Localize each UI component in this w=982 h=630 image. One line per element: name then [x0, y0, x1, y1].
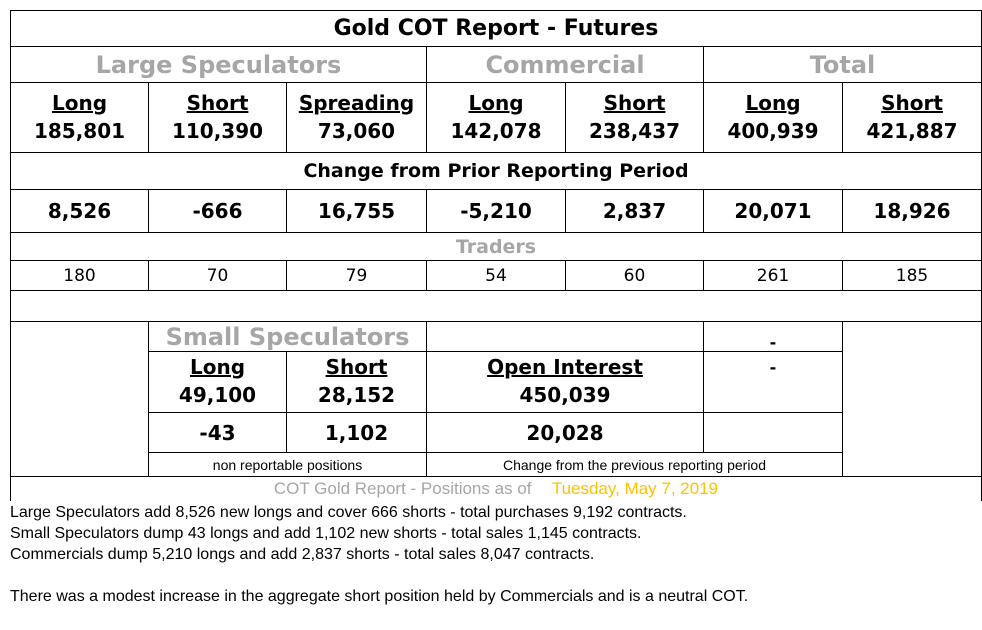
- position-label: Long: [468, 90, 524, 115]
- position-label: Long: [745, 90, 801, 115]
- change-cell: -666: [148, 189, 287, 233]
- commentary-line: Small Speculators dump 43 longs and add …: [10, 525, 642, 542]
- footer-date: Tuesday, May 7, 2019: [551, 479, 719, 498]
- group-cell: Large Speculators: [10, 46, 427, 83]
- change-cell: 1,102: [286, 412, 427, 453]
- change-cell: -43: [148, 412, 287, 453]
- traders-cell: 60: [565, 260, 704, 291]
- commentary-line: Large Speculators add 8,526 new longs an…: [10, 504, 687, 521]
- change-cell: 18,926: [842, 189, 982, 233]
- blank-cell: [426, 321, 704, 352]
- change-title: Change from Prior Reporting Period: [303, 160, 689, 182]
- position-cell: Short 238,437: [565, 82, 704, 153]
- group-cell: Commercial: [426, 46, 704, 83]
- position-cell: Long 400,939: [703, 82, 843, 153]
- open-interest-note: Change from the previous reporting perio…: [502, 456, 767, 473]
- small-short-cell: Short 28,152: [286, 351, 427, 413]
- change-cell: 16,755: [286, 189, 427, 233]
- position-value: 185,801: [33, 118, 126, 143]
- change-value: 18,926: [873, 199, 951, 223]
- position-value: 238,437: [588, 118, 681, 143]
- position-value: 400,939: [727, 118, 819, 143]
- traders-value: 60: [623, 265, 646, 286]
- dash-cell: -: [703, 351, 843, 413]
- small-short-label: Short: [325, 355, 388, 379]
- traders-cell: 79: [286, 260, 427, 291]
- traders-cell: 185: [842, 260, 982, 291]
- commentary-conclusion: There was a modest increase in the aggre…: [10, 588, 749, 605]
- small-title-cell: Small Speculators: [148, 321, 427, 352]
- small-long-cell: Long 49,100: [148, 351, 287, 413]
- small-speculators-title: Small Speculators: [165, 322, 410, 351]
- change-value: 20,071: [734, 199, 812, 223]
- change-cell: 20,071: [703, 189, 843, 233]
- traders-title: Traders: [455, 235, 537, 258]
- traders-cell: 54: [426, 260, 566, 291]
- traders-value: 261: [756, 265, 790, 286]
- traders-value: 79: [345, 265, 368, 286]
- position-value: 421,887: [866, 118, 958, 143]
- blank-row: [10, 290, 982, 322]
- traders-value: 185: [895, 265, 929, 286]
- position-label: Long: [51, 90, 108, 115]
- small-short-value: 28,152: [317, 383, 396, 407]
- traders-cell: 261: [703, 260, 843, 291]
- change-cell: 8,526: [10, 189, 149, 233]
- traders-value: 70: [206, 265, 229, 286]
- traders-title-cell: Traders: [10, 232, 982, 261]
- open-interest-change: 20,028: [526, 420, 604, 445]
- small-long-change: -43: [199, 420, 236, 445]
- traders-cell: 70: [148, 260, 287, 291]
- open-interest-label: Open Interest: [487, 355, 643, 379]
- position-cell: Long 142,078: [426, 82, 566, 153]
- traders-value: 180: [63, 265, 96, 286]
- position-cell: Long 185,801: [10, 82, 149, 153]
- title-cell: Gold COT Report - Futures: [10, 10, 982, 47]
- note-cell: Change from the previous reporting perio…: [426, 452, 843, 477]
- dash-cell: -: [703, 321, 843, 352]
- change-value: -666: [192, 199, 243, 223]
- change-cell: 2,837: [565, 189, 704, 233]
- position-label: Short: [186, 90, 249, 115]
- blank-cell: [10, 321, 149, 477]
- small-note: non reportable positions: [212, 456, 363, 473]
- blank-cell: [703, 412, 843, 453]
- traders-cell: 180: [10, 260, 149, 291]
- open-interest-value: 450,039: [519, 383, 611, 407]
- small-short-change: 1,102: [324, 420, 389, 445]
- change-cell: 20,028: [426, 412, 704, 453]
- dash: -: [769, 357, 777, 377]
- group-large-speculators: Large Speculators: [95, 50, 342, 79]
- note-cell: non reportable positions: [148, 452, 427, 477]
- report-title: Gold COT Report - Futures: [333, 16, 659, 41]
- small-long-value: 49,100: [178, 383, 257, 407]
- position-value: 142,078: [450, 118, 542, 143]
- position-value: 110,390: [171, 118, 264, 143]
- change-value: 8,526: [47, 199, 112, 223]
- position-cell: Spreading 73,060: [286, 82, 427, 153]
- position-value: 73,060: [317, 118, 396, 143]
- small-long-label: Long: [189, 355, 246, 379]
- group-cell: Total: [703, 46, 982, 83]
- position-cell: Short 110,390: [148, 82, 287, 153]
- position-label: Short: [881, 90, 943, 115]
- blank-cell: [842, 321, 982, 477]
- position-cell: Short 421,887: [842, 82, 982, 153]
- change-title-cell: Change from Prior Reporting Period: [10, 152, 982, 190]
- commentary-line: Commercials dump 5,210 longs and add 2,8…: [10, 546, 595, 563]
- change-value: 16,755: [317, 199, 396, 223]
- footer-cell: COT Gold Report - Positions as of Tuesda…: [10, 476, 982, 501]
- change-value: 2,837: [602, 199, 667, 223]
- change-cell: -5,210: [426, 189, 566, 233]
- position-label: Spreading: [298, 90, 415, 115]
- open-interest-cell: Open Interest 450,039: [426, 351, 704, 413]
- traders-value: 54: [485, 265, 507, 286]
- change-value: -5,210: [460, 199, 532, 223]
- group-commercial: Commercial: [485, 50, 645, 79]
- dash: -: [769, 333, 777, 352]
- footer-prefix: COT Gold Report - Positions as of: [273, 479, 532, 498]
- position-label: Short: [603, 90, 666, 115]
- group-total: Total: [809, 50, 876, 79]
